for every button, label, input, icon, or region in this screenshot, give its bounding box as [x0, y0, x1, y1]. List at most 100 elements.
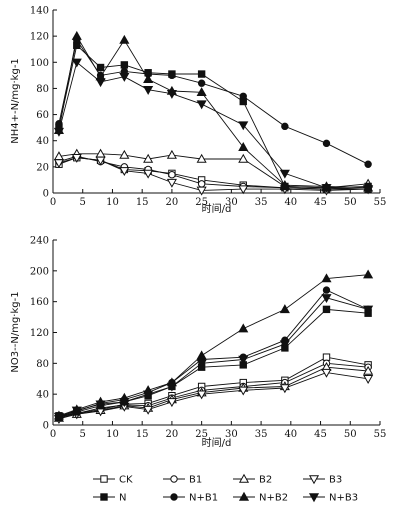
nh4-data-point	[71, 58, 82, 68]
nh4-series-line	[58, 34, 369, 189]
nh4-y-tick-label: 120	[30, 32, 49, 43]
no3-x-tick-label: 55	[374, 429, 387, 440]
nh4-x-tick-label: 30	[225, 197, 238, 208]
no3-x-tick-label: 40	[284, 429, 297, 440]
nh4-data-point	[53, 159, 65, 169]
no3-y-tick-label: 120	[30, 328, 49, 339]
no3-data-point	[279, 304, 290, 314]
no3-data-point	[363, 305, 374, 315]
nh4-data-point	[143, 74, 154, 83]
no3-data-point	[196, 350, 207, 360]
nh4-y-tick-label: 140	[30, 6, 49, 17]
nh4-data-point	[238, 142, 249, 151]
nh4-data-point	[364, 160, 372, 168]
nh4-series-n	[55, 41, 372, 192]
no3-data-point	[166, 398, 177, 408]
no3-series-n-b3	[53, 294, 374, 422]
no3-y-tick-label: 240	[30, 236, 49, 247]
nh4-x-tick-label: 10	[106, 197, 119, 208]
nh4-chart: 0 20 40 60 80 100 120 140 0 5 10 15 20 25 30 35 40 45 50 55…	[10, 6, 386, 216]
legend-marker	[100, 475, 108, 483]
nh4-x-tick-label: 20	[166, 197, 179, 208]
no3-data-point	[143, 390, 154, 400]
no3-data-point	[363, 365, 374, 375]
no3-series-b3	[53, 368, 374, 425]
no3-data-point	[322, 286, 331, 294]
nh4-series-n-b2	[53, 30, 374, 192]
no3-data-point	[321, 294, 332, 304]
legend-marker	[308, 493, 320, 503]
nh4-series-line	[58, 153, 369, 189]
nh4-x-tick-label: 15	[136, 197, 149, 208]
nh4-data-point	[119, 167, 130, 176]
nh4-series-line	[58, 157, 369, 191]
nh4-data-point	[143, 86, 154, 95]
nh4-x-tick-label: 50	[344, 197, 357, 208]
no3-data-point	[279, 384, 290, 394]
nh4-y-tick-label: 80	[36, 84, 49, 95]
nh4-y-tick-label: 0	[43, 189, 49, 200]
nh4-data-point	[71, 30, 82, 40]
legend-marker	[308, 475, 320, 485]
nh4-data-point	[238, 153, 249, 163]
no3-y-tick-label: 160	[30, 297, 49, 308]
no3-data-point	[363, 375, 374, 384]
nh4-data-point	[143, 153, 154, 163]
nh4-data-point	[120, 61, 129, 69]
legend: CK B1 B2 B3 N N+B1 N+B2 N+B3	[93, 473, 358, 504]
nh4-data-point	[95, 156, 106, 166]
nh4-data-point	[197, 70, 206, 78]
legend-item: N+B2	[233, 491, 288, 504]
legend-item: CK	[93, 475, 133, 486]
nh4-x-tick-label: 25	[195, 197, 208, 208]
no3-y-tick-label: 40	[36, 390, 49, 401]
nh4-data-point	[196, 87, 207, 97]
nh4-data-point	[96, 63, 105, 72]
legend-label: N	[119, 493, 126, 504]
no3-data-point	[95, 400, 106, 410]
no3-y-tick-label: 80	[36, 359, 49, 370]
nh4-x-tick-label: 40	[284, 197, 297, 208]
legend-label: B1	[189, 475, 202, 486]
legend-item: N	[93, 493, 126, 504]
legend-item: B2	[233, 473, 272, 486]
nh4-data-point	[239, 92, 247, 100]
nh4-data-point	[119, 34, 130, 44]
no3-x-tick-label: 15	[136, 429, 149, 440]
no3-data-point	[196, 390, 207, 400]
nh4-series-line	[58, 44, 369, 189]
no3-y-tick-label: 0	[43, 421, 49, 432]
nh4-data-point	[168, 171, 176, 179]
nh4-data-point	[363, 185, 374, 195]
nh4-data-point	[279, 179, 290, 189]
no3-x-tick-label: 45	[314, 429, 327, 440]
nh4-data-point	[71, 154, 82, 163]
nh4-data-point	[321, 184, 332, 193]
no3-x-tick-label: 35	[255, 429, 268, 440]
legend-marker	[170, 475, 178, 483]
nh4-data-point	[95, 78, 106, 88]
nh4-data-point	[197, 180, 206, 188]
no3-data-point	[363, 269, 374, 279]
no3-data-point	[321, 273, 332, 283]
nh4-y-tick-label: 20	[36, 162, 49, 173]
nh4-data-point	[168, 71, 176, 80]
no3-chart: 0 40 80 120 160 200 240 0 5 10 15 20 25 30 35 40 45 50 55 时…	[10, 236, 386, 450]
nh4-x-tick-label: 0	[50, 197, 56, 208]
no3-series-line	[58, 289, 369, 417]
legend-label: B2	[259, 475, 272, 486]
nh4-data-point	[279, 169, 290, 179]
nh4-y-axis-label: NH4+-N/mg·kg-1	[10, 58, 21, 144]
no3-data-point	[321, 368, 332, 378]
no3-x-tick-label: 10	[106, 429, 119, 440]
nh4-y-tick-label: 60	[36, 110, 49, 121]
nh4-data-point	[143, 169, 154, 179]
nh4-data-point	[166, 178, 177, 188]
no3-x-tick-label: 0	[50, 429, 56, 440]
no3-y-tick-label: 200	[30, 266, 49, 277]
no3-data-point	[238, 386, 249, 396]
nh4-data-point	[281, 122, 289, 131]
nh4-data-point	[166, 149, 177, 159]
no3-data-point	[71, 406, 82, 416]
nh4-data-point	[196, 186, 207, 196]
